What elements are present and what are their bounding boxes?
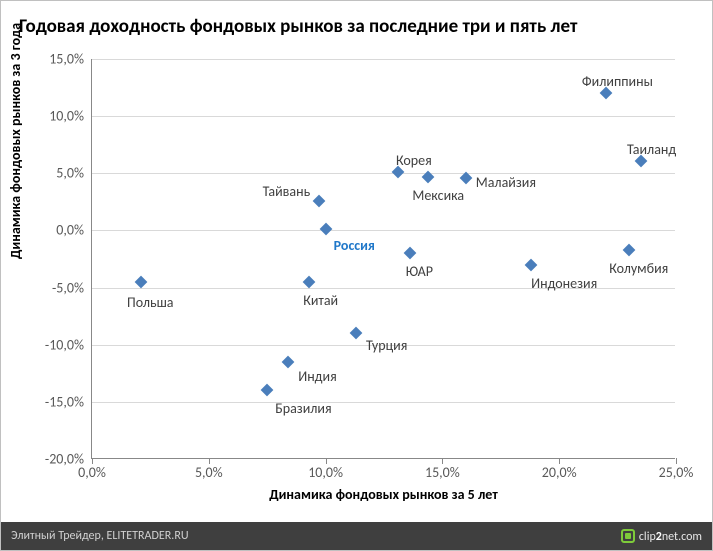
y-tick-label: 10,0% [49, 108, 92, 125]
clip2net-icon [621, 529, 635, 543]
data-point [422, 170, 435, 183]
data-point-label: Индия [298, 368, 337, 385]
x-tick-label: 25,0% [659, 458, 694, 481]
data-point-label: Тайвань [263, 183, 311, 200]
data-point [135, 275, 148, 288]
y-tick-label: 5,0% [56, 165, 92, 182]
data-point-label: Колумбия [609, 260, 668, 277]
footer-credit: Элитный Трейдер, ELITETRADER.RU [11, 529, 189, 543]
data-point-label: Польша [127, 294, 173, 311]
data-point [403, 247, 416, 260]
data-point-label: Индонезия [531, 275, 597, 292]
data-point-label: Бразилия [275, 400, 331, 417]
data-point-label: Китай [303, 292, 338, 309]
gridline [92, 402, 675, 403]
y-axis-label: Динамика фондовых рынков за 3 года [7, 23, 24, 259]
data-point-label: Мексика [412, 187, 464, 204]
data-point [303, 275, 316, 288]
data-point-label: Таиланд [627, 141, 676, 158]
data-point [261, 384, 274, 397]
data-point [312, 194, 325, 207]
data-point [623, 243, 636, 256]
chart-title: Годовая доходность фондовых рынков за по… [19, 15, 577, 38]
data-point-label: Филиппины [582, 73, 653, 90]
footer-bar: Элитный Трейдер, ELITETRADER.RU clip2net… [1, 522, 712, 550]
x-tick-label: 15,0% [425, 458, 460, 481]
x-axis-label: Динамика фондовых рынков за 5 лет [269, 486, 498, 503]
gridline [92, 116, 675, 117]
y-tick-label: -5,0% [52, 279, 92, 296]
y-tick-label: -10,0% [45, 336, 92, 353]
x-tick-label: 10,0% [308, 458, 343, 481]
data-point [350, 327, 363, 340]
y-tick-label: 0,0% [56, 222, 92, 239]
gridline [92, 173, 675, 174]
data-point [282, 355, 295, 368]
gridline [92, 59, 675, 60]
data-point [525, 258, 538, 271]
data-point-label: Турция [366, 337, 407, 354]
data-point-label: Россия [334, 237, 375, 254]
y-tick-label: -15,0% [45, 393, 92, 410]
data-point-label: Корея [396, 152, 432, 169]
plot-area: Динамика фондовых рынков за 5 лет -20,0%… [91, 59, 675, 459]
y-tick-label: 15,0% [49, 51, 92, 68]
x-tick-label: 5,0% [195, 458, 223, 481]
data-point-label: ЮАР [406, 263, 433, 280]
x-tick-label: 20,0% [542, 458, 577, 481]
footer-watermark: clip2net.com [621, 529, 702, 544]
data-point [319, 223, 332, 236]
gridline [92, 230, 675, 231]
data-point-label: Малайзия [476, 174, 536, 191]
x-tick-label: 0,0% [78, 458, 106, 481]
